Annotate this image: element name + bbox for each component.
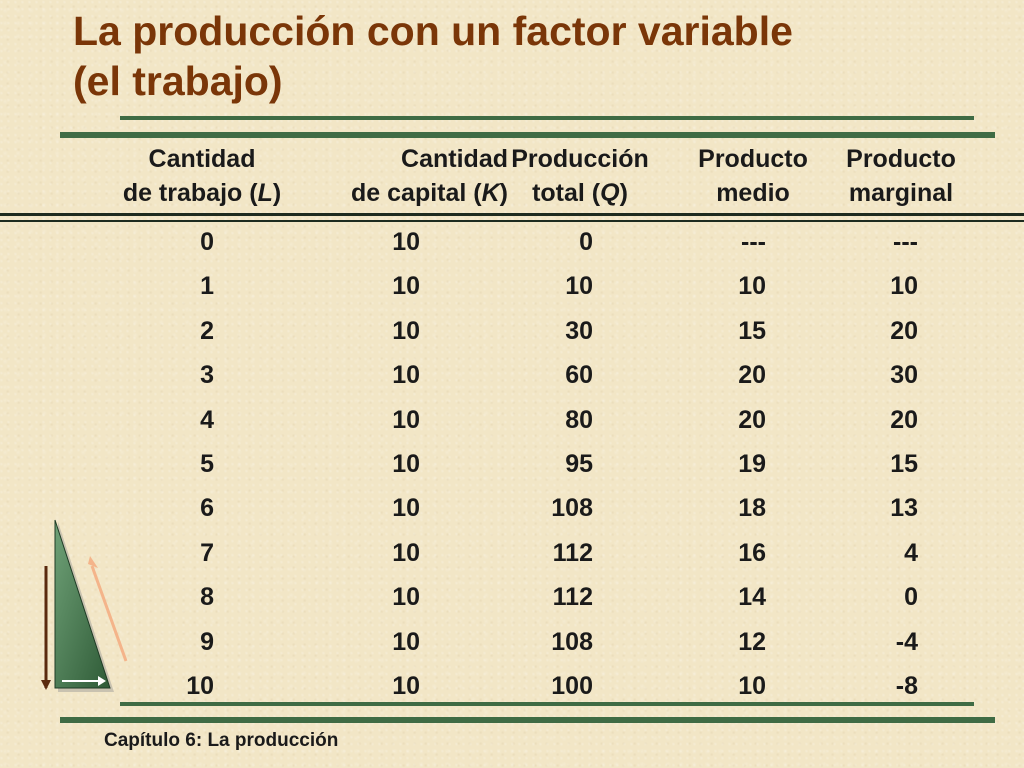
top-divider-thin — [120, 116, 974, 120]
cell-average-product: 19 — [738, 449, 766, 478]
column-header-labor-line-2: de trabajo (L) — [122, 179, 282, 207]
cell-marginal-product: --- — [893, 228, 918, 256]
cell-average-product: 10 — [738, 272, 766, 301]
table-row: 10 10 100 10 -8 — [0, 665, 1024, 709]
cell-average-product: 12 — [738, 627, 766, 656]
page-title-line-2: (el trabajo) — [73, 58, 283, 104]
table-row: 9 10 108 12 -4 — [0, 621, 1024, 665]
cell-average-product: 20 — [738, 405, 766, 434]
cell-capital: 10 — [392, 316, 420, 345]
cell-total-product: 0 — [579, 228, 593, 256]
column-header-capital-line-1: Cantidad — [401, 145, 508, 173]
column-header-labor: Cantidad de trabajo (L) — [102, 142, 302, 210]
cell-marginal-product: 20 — [890, 316, 918, 345]
table-row: 2 10 30 15 20 — [0, 310, 1024, 354]
bottom-divider-thick — [60, 717, 995, 723]
cell-marginal-product: -4 — [895, 627, 918, 656]
column-header-marginal-product: Producto marginal — [832, 142, 970, 210]
cell-marginal-product: 15 — [890, 449, 918, 478]
table-row: 5 10 95 19 15 — [0, 443, 1024, 487]
header-divider-lower — [0, 220, 1024, 222]
cell-capital: 10 — [392, 494, 420, 523]
cell-marginal-product: 0 — [904, 583, 918, 612]
column-header-total-product: Producción total (Q) — [497, 142, 663, 210]
cell-capital: 10 — [392, 627, 420, 656]
cell-average-product: 16 — [738, 538, 766, 567]
cell-labor: 10 — [186, 671, 214, 700]
table-row: 1 10 10 10 10 — [0, 265, 1024, 309]
cell-marginal-product: 13 — [890, 494, 918, 523]
cell-labor: 1 — [200, 272, 214, 301]
cell-average-product: 15 — [738, 316, 766, 345]
cell-capital: 10 — [392, 228, 420, 256]
table-body: 0 10 0 --- --- 1 10 10 10 10 2 10 30 15 … — [0, 221, 1024, 709]
column-header-average-product-line-1: Producto — [698, 145, 808, 173]
cell-labor: 6 — [200, 494, 214, 523]
cell-capital: 10 — [392, 671, 420, 700]
table-row: 7 10 112 16 4 — [0, 532, 1024, 576]
column-header-average-product: Producto medio — [683, 142, 823, 210]
cell-average-product: 14 — [738, 583, 766, 612]
cell-labor: 4 — [200, 405, 214, 434]
table-row: 0 10 0 --- --- — [0, 221, 1024, 265]
cell-total-product: 112 — [552, 583, 593, 612]
header-divider-upper — [0, 213, 1024, 216]
cell-total-product: 80 — [565, 405, 593, 434]
column-header-total-product-line-1: Producción — [511, 145, 649, 173]
cell-average-product: 10 — [738, 671, 766, 700]
cell-labor: 5 — [200, 449, 214, 478]
column-header-capital-line-2: de capital (K) — [351, 179, 508, 207]
cell-labor: 0 — [200, 228, 214, 256]
cell-capital: 10 — [392, 272, 420, 301]
top-divider-thick — [60, 132, 995, 138]
cell-marginal-product: 4 — [904, 538, 918, 567]
cell-marginal-product: 10 — [890, 272, 918, 301]
cell-total-product: 10 — [565, 272, 593, 301]
column-header-capital: Cantidad de capital (K) — [312, 142, 508, 210]
cell-capital: 10 — [392, 583, 420, 612]
cell-labor: 9 — [200, 627, 214, 656]
cell-total-product: 30 — [565, 316, 593, 345]
cell-total-product: 112 — [552, 538, 593, 567]
cell-total-product: 100 — [551, 671, 593, 700]
cell-total-product: 95 — [565, 449, 593, 478]
table-row: 4 10 80 20 20 — [0, 399, 1024, 443]
cell-average-product: 18 — [738, 494, 766, 523]
table-row: 6 10 108 18 13 — [0, 487, 1024, 531]
bottom-divider-thin — [120, 702, 974, 706]
cell-average-product: 20 — [738, 361, 766, 390]
table-row: 8 10 112 14 0 — [0, 576, 1024, 620]
cell-total-product: 60 — [565, 361, 593, 390]
cell-capital: 10 — [392, 538, 420, 567]
column-header-average-product-line-2: medio — [716, 179, 790, 207]
cell-marginal-product: 30 — [890, 361, 918, 390]
page-title: La producción con un factor variable (el… — [73, 6, 793, 106]
page-title-line-1: La producción con un factor variable — [73, 8, 793, 54]
cell-capital: 10 — [392, 449, 420, 478]
cell-marginal-product: 20 — [890, 405, 918, 434]
cell-labor: 8 — [200, 583, 214, 612]
cell-total-product: 108 — [551, 627, 593, 656]
cell-capital: 10 — [392, 361, 420, 390]
cell-capital: 10 — [392, 405, 420, 434]
cell-labor: 2 — [200, 316, 214, 345]
cell-marginal-product: -8 — [895, 671, 918, 700]
triangle-logo-icon — [36, 516, 136, 696]
cell-labor: 7 — [200, 538, 214, 567]
table-row: 3 10 60 20 30 — [0, 354, 1024, 398]
column-header-marginal-product-line-1: Producto — [846, 145, 956, 173]
column-header-total-product-line-2: total (Q) — [532, 179, 628, 207]
cell-labor: 3 — [200, 361, 214, 390]
column-header-labor-line-1: Cantidad — [148, 145, 256, 173]
cell-average-product: --- — [741, 228, 766, 256]
cell-total-product: 108 — [551, 494, 593, 523]
footer-chapter-label: Capítulo 6: La producción — [104, 730, 339, 751]
column-header-marginal-product-line-2: marginal — [848, 179, 954, 207]
